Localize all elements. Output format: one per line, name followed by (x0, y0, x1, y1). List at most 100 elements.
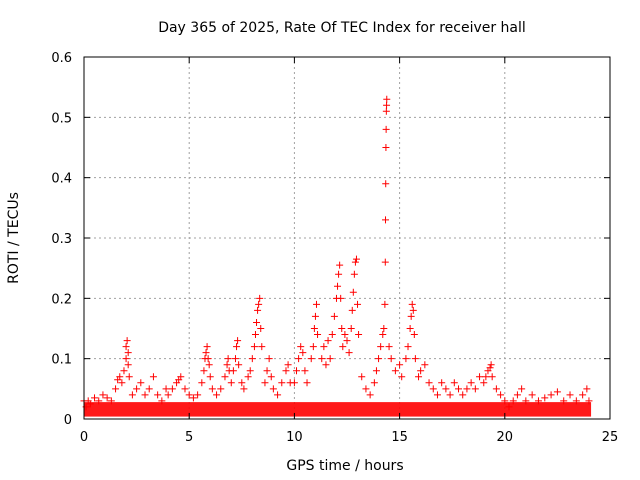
y-tick-label: 0.4 (51, 172, 72, 187)
data-point (200, 367, 208, 375)
data-point (311, 312, 319, 320)
y-tick-labels: 0 0.1 0.2 0.3 0.4 0.5 0.6 (51, 51, 72, 428)
data-point (326, 355, 334, 363)
data-point (354, 300, 362, 308)
data-point (501, 397, 509, 405)
data-point (366, 391, 374, 399)
data-point (205, 361, 213, 369)
data-point (301, 367, 309, 375)
x-tick-labels: 0 5 10 15 20 25 (80, 430, 618, 445)
data-point (314, 331, 322, 339)
data-point (343, 337, 351, 345)
data-point (227, 379, 235, 387)
data-point (125, 373, 133, 381)
plot-frame (83, 56, 611, 420)
data-point (513, 391, 521, 399)
data-point (459, 391, 467, 399)
y-tick-label: 0.5 (51, 111, 72, 126)
data-point (213, 391, 221, 399)
data-point (348, 306, 356, 314)
y-tick-label: 0.6 (51, 51, 72, 66)
data-point (375, 355, 383, 363)
data-point (248, 355, 256, 363)
data-point (112, 385, 120, 393)
data-point (355, 331, 363, 339)
data-point (258, 343, 266, 351)
data-point (406, 325, 414, 332)
data-point (293, 367, 301, 375)
data-point (534, 397, 542, 405)
data-point (128, 391, 136, 399)
data-point (238, 379, 246, 387)
data-point (206, 373, 214, 381)
data-point (380, 325, 388, 332)
data-point (463, 385, 471, 393)
data-point (324, 337, 332, 345)
data-point (233, 343, 241, 351)
data-point (579, 391, 587, 399)
data-point (246, 367, 254, 375)
data-point (471, 385, 479, 393)
data-point (387, 355, 395, 363)
axis-ticks (83, 56, 611, 420)
data-point (335, 270, 343, 278)
data-point (467, 379, 475, 387)
data-point (284, 361, 292, 369)
data-point (455, 385, 463, 393)
data-point (339, 343, 347, 351)
data-point (352, 255, 360, 263)
data-point (141, 391, 149, 399)
data-point (429, 385, 437, 393)
data-point (202, 349, 210, 357)
data-point (585, 397, 593, 405)
data-point (372, 367, 380, 375)
data-point (583, 385, 591, 393)
data-point (204, 355, 212, 363)
data-point (91, 394, 99, 402)
data-point (297, 343, 305, 351)
data-point (122, 355, 130, 363)
data-point (381, 300, 389, 308)
data-point (370, 379, 378, 387)
data-point (450, 379, 458, 387)
data-point (350, 270, 358, 278)
data-point (299, 349, 307, 357)
data-point (381, 258, 389, 266)
data-point (320, 343, 328, 351)
data-point (257, 325, 265, 332)
data-point (337, 294, 345, 302)
data-point (486, 364, 494, 372)
data-point (261, 379, 269, 387)
y-tick-label: 0.3 (51, 232, 72, 247)
data-point (145, 385, 153, 393)
data-point (351, 258, 359, 266)
data-point (250, 343, 258, 351)
data-point (334, 282, 342, 290)
data-point (522, 397, 530, 405)
data-point (263, 367, 271, 375)
data-point (224, 355, 232, 363)
y-tick-label: 0.1 (51, 353, 72, 368)
data-point (310, 325, 318, 332)
data-point (385, 343, 393, 351)
data-point (362, 385, 370, 393)
data-point (267, 373, 275, 381)
data-point (572, 397, 580, 405)
data-point (312, 300, 320, 308)
data-point (251, 331, 259, 339)
data-point (269, 385, 277, 393)
data-point (509, 397, 517, 405)
data-point (421, 361, 429, 369)
data-point (347, 325, 355, 332)
data-point (488, 373, 496, 381)
data-point (383, 95, 391, 103)
data-point (234, 337, 242, 345)
data-point (86, 400, 94, 408)
y-axis-title: ROTI / TECUs (6, 192, 22, 284)
data-point (497, 391, 505, 399)
data-point (194, 391, 202, 399)
data-point (415, 373, 423, 381)
data-points (80, 95, 593, 411)
data-point (382, 216, 390, 224)
data-point (408, 300, 416, 308)
